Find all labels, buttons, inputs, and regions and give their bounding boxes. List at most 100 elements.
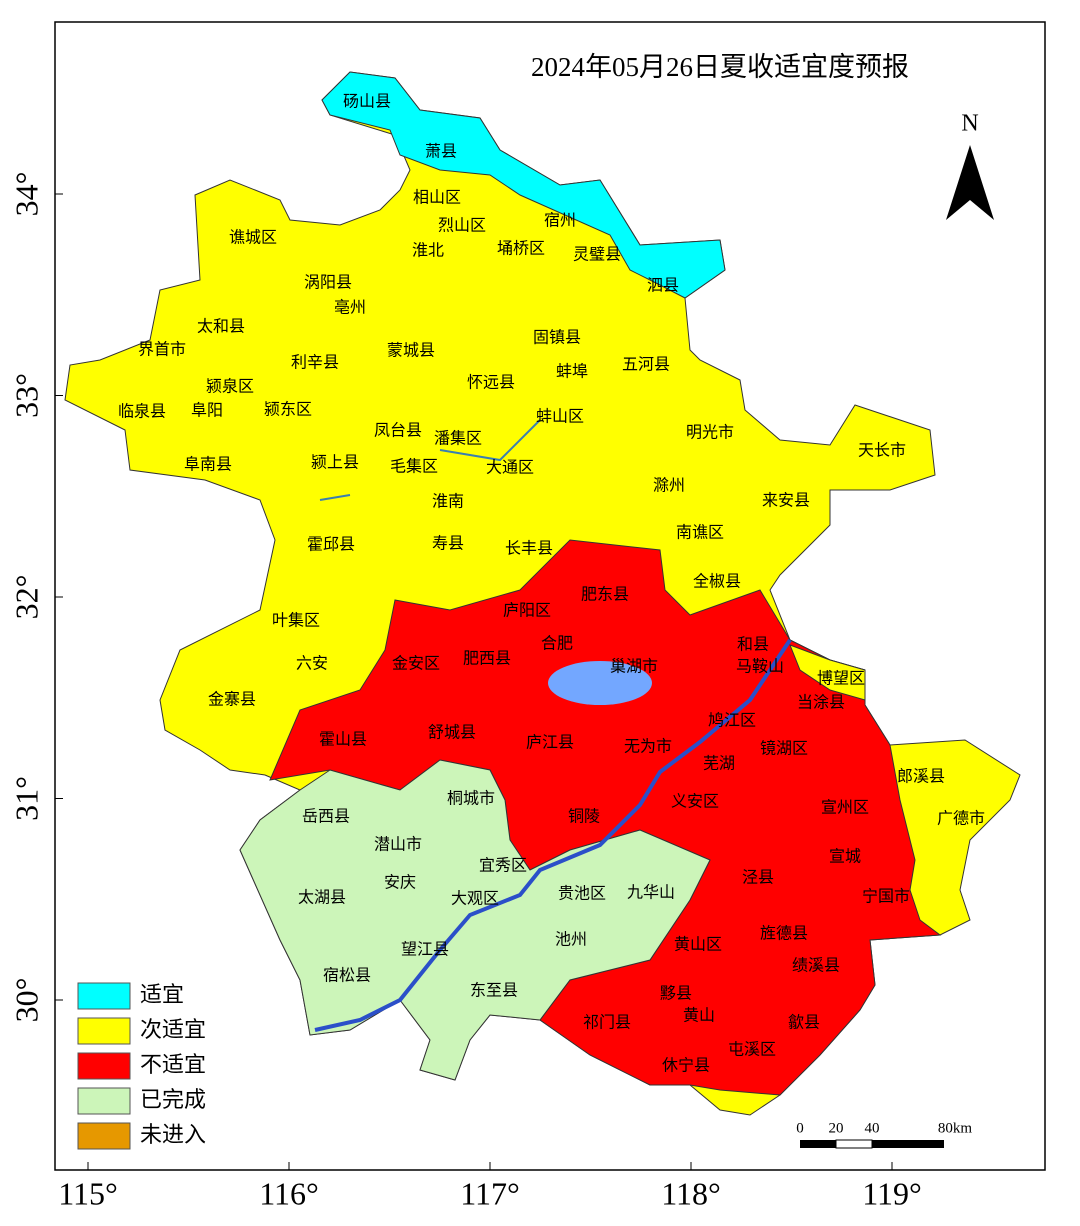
place-label: 淮北 [412,242,444,260]
map-title: 2024年05月26日夏收适宜度预报 [531,52,909,82]
x-tick-label: 115° [58,1175,118,1211]
place-label: 颍泉区 [206,378,254,396]
place-label: 宿州 [544,212,576,230]
place-label: 宣州区 [821,799,869,817]
place-label: 毛集区 [390,458,438,476]
y-tick-label: 34° [8,172,44,217]
place-label: 望江县 [401,941,449,959]
place-label: 绩溪县 [792,957,840,975]
place-label: 黟县 [660,985,692,1003]
legend-swatch [77,1052,131,1080]
place-label: 亳州 [334,299,366,317]
place-label: 霍邱县 [307,536,355,554]
place-label: 岳西县 [302,808,350,826]
place-label: 长丰县 [505,540,553,558]
place-label: 无为市 [624,738,672,756]
place-label: 安庆 [384,874,416,892]
place-label: 当涂县 [797,694,845,712]
legend-swatch [77,1122,131,1150]
place-label: 淮南 [432,493,464,511]
place-label: 大观区 [451,890,499,908]
place-label: 相山区 [413,189,461,207]
place-label: 灵璧县 [573,245,621,264]
scale-bar [835,1139,873,1149]
place-label: 和县 [737,636,769,654]
river [319,419,541,501]
place-label: 宿松县 [323,967,371,985]
place-label: 太和县 [197,318,245,336]
place-label: 阜阳 [191,402,223,420]
x-tick-label: 116° [259,1175,319,1211]
place-label: 金寨县 [208,691,256,709]
place-label: 霍山县 [319,731,367,749]
scale-label: 20 [829,1120,844,1136]
north-label: N [961,111,978,137]
place-label: 九华山 [627,884,675,902]
place-label: 马鞍山 [736,658,784,676]
y-tick-label: 31° [8,776,44,821]
place-label: 谯城区 [229,229,277,247]
place-label: 固镇县 [533,329,581,347]
place-label: 来安县 [762,492,810,510]
place-label: 滁州 [653,477,685,495]
place-label: 合肥 [541,635,573,653]
place-label: 五河县 [622,356,670,374]
place-label: 肥西县 [463,650,511,668]
place-label: 鸠江区 [708,712,756,730]
place-label: 凤台县 [374,422,422,440]
place-label: 宜秀区 [479,857,527,875]
place-label: 黄山 [683,1007,715,1025]
place-label: 黄山区 [674,936,722,954]
scale-label: 40 [865,1120,880,1136]
legend-label: 已完成 [140,1087,206,1112]
x-tick-label: 118° [661,1175,721,1211]
place-label: 郎溪县 [897,768,945,786]
place-label: 义安区 [671,793,719,811]
place-label: 怀远县 [467,374,515,392]
place-label: 池州 [555,931,587,949]
place-label: 利辛县 [291,354,339,372]
place-label: 南谯区 [676,524,724,542]
scale-label: 0 [796,1120,804,1136]
y-tick-label: 33° [8,373,44,418]
place-label: 六安 [296,655,328,673]
lake [548,661,652,705]
place-label: 潜山市 [374,836,422,854]
river [314,638,792,1032]
x-tick-label: 117° [460,1175,520,1211]
scale-bar [800,1140,836,1148]
place-label: 寿县 [432,535,464,553]
place-label: 桐城市 [447,790,495,808]
legend-label: 不适宜 [140,1052,206,1077]
place-label: 歙县 [788,1013,820,1032]
place-label: 临泉县 [118,403,166,421]
place-label: 庐江县 [526,734,574,752]
place-label: 巢湖市 [610,658,658,676]
legend-label: 适宜 [140,982,184,1007]
place-label: 庐阳区 [503,602,551,620]
place-label: 烈山区 [438,217,486,235]
place-label: 颍上县 [311,454,359,472]
place-label: 休宁县 [662,1057,710,1075]
place-label: 贵池区 [558,885,606,903]
zone-area [321,71,726,299]
place-label: 太湖县 [298,889,346,907]
place-label: 埇桥区 [497,240,545,258]
place-label: 东至县 [470,982,518,1000]
place-label: 镜湖区 [760,739,808,758]
place-label: 明光市 [686,424,734,442]
legend-label: 次适宜 [140,1017,206,1042]
place-label: 萧县 [425,143,457,161]
legend-label: 未进入 [140,1122,206,1147]
place-label: 祁门县 [583,1014,631,1032]
scale-label: 80km [938,1120,973,1136]
place-label: 泗县 [647,277,679,295]
place-label: 天长市 [858,442,906,460]
legend-swatch [77,1017,131,1045]
place-label: 砀山县 [343,93,391,111]
place-label: 蒙城县 [387,342,435,360]
place-label: 舒城县 [428,724,476,742]
y-tick-label: 30° [8,978,44,1023]
zone-area [789,644,866,701]
